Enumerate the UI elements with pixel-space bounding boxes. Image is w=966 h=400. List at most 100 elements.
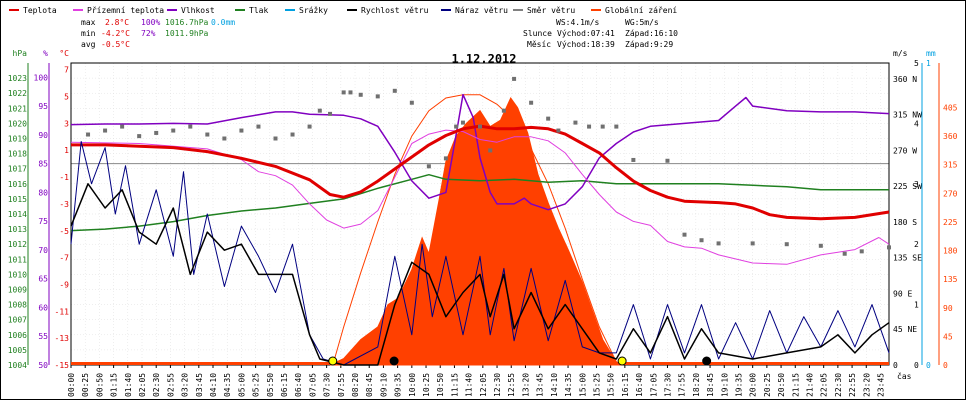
wind-direction-point (103, 128, 108, 133)
tick-label-hum: 50 (38, 361, 48, 370)
tick-label-temp: -1 (59, 173, 69, 182)
stats-panel: max 2.8°C 100% 1016.7hPa 0.0mm min -4.2°… (81, 18, 235, 49)
wind-direction-point (273, 136, 278, 141)
astro-info: WS:4.1m/s WG:5m/s Slunce Východ:07:41 Zá… (523, 18, 678, 49)
sun-label: Slunce (523, 29, 552, 38)
tick-label-ms: 5 (914, 59, 919, 68)
wind-direction-point (256, 124, 261, 129)
sun-set: Západ:16:10 (625, 29, 678, 38)
tick-label-press: 1009 (8, 286, 27, 295)
wind-direction-point (307, 124, 312, 129)
tick-label-temp: 5 (64, 93, 69, 102)
x-tick-label: 04:35 (223, 373, 232, 397)
x-tick-label: 09:10 (379, 373, 388, 397)
wind-gust-max: WG:5m/s (625, 18, 659, 27)
tick-label-press: 1008 (8, 301, 27, 310)
tick-label-rad: 135 (943, 275, 958, 284)
x-tick-label: 02:55 (166, 373, 175, 397)
tick-label-ms: 3 (914, 180, 919, 189)
tick-label-temp: 7 (64, 66, 69, 75)
tick-label-temp: -3 (59, 200, 69, 209)
x-tick-label: 16:15 (621, 373, 630, 397)
series-ground-temp (70, 129, 890, 265)
tick-label-rad: 360 (943, 132, 958, 141)
stats-min-temp: -4.2°C (101, 29, 130, 38)
legend-label: Teplota (23, 6, 57, 15)
tick-label-dir: 45 NE (893, 325, 917, 334)
tick-label-hum: 55 (38, 332, 48, 341)
x-tick-label: 01:15 (110, 373, 119, 397)
tick-label-press: 1018 (8, 150, 27, 159)
tick-label-hum: 60 (38, 303, 48, 312)
chart-title: 1.12.2012 (451, 52, 516, 66)
x-tick-label: 00:00 (67, 373, 76, 397)
x-tick-label: 12:05 (479, 373, 488, 397)
x-tick-label: 15:00 (578, 373, 587, 397)
wind-direction-point (699, 238, 704, 243)
tick-label-temp: -15 (55, 361, 70, 370)
wind-direction-point (859, 249, 864, 254)
wind-direction-point (188, 124, 193, 129)
wind-direction-point (317, 108, 322, 113)
x-tick-label: 11:40 (465, 373, 474, 397)
stats-max-hum: 100% (141, 18, 160, 27)
tick-label-dir: 180 S (893, 218, 917, 227)
tick-label-rad: 45 (943, 332, 953, 341)
stats-min-label: min (81, 29, 96, 38)
tick-label-hum: 95 (38, 102, 48, 111)
tick-label-hum: 80 (38, 188, 48, 197)
tick-label-dir: 360 N (893, 75, 917, 84)
series-temperature (71, 124, 890, 221)
series-radiation-theoretical (332, 94, 623, 366)
tick-label-mm: 1 (926, 59, 931, 68)
x-tick-label: 17:30 (663, 373, 672, 397)
wind-direction-point (529, 100, 534, 105)
radiation-baseline (71, 362, 889, 365)
tick-label-press: 1017 (8, 165, 27, 174)
x-tick-label: 19:10 (720, 373, 729, 397)
stats-max-temp: 2.8°C (105, 18, 129, 27)
legend-label: Přízemní teplota (87, 6, 164, 15)
tick-label-dir: 270 W (893, 146, 917, 155)
stats-max-label: max (81, 18, 96, 27)
wind-direction-point (614, 124, 619, 129)
stats-avg-temp: -0.5°C (101, 40, 130, 49)
wind-direction-point (222, 136, 227, 141)
x-tick-label: 02:30 (152, 373, 161, 397)
wind-direction-point (546, 116, 551, 121)
x-tick-label: 14:10 (550, 373, 559, 397)
x-tick-label: 18:20 (692, 373, 701, 397)
tick-label-press: 1023 (8, 74, 27, 83)
tick-label-hum: 75 (38, 217, 48, 226)
tick-label-press: 1022 (8, 89, 27, 98)
tick-label-hum: 85 (38, 160, 48, 169)
x-tick-label: 21:40 (805, 373, 814, 397)
legend-label: Vlhkost (181, 6, 215, 15)
x-tick-label: 07:05 (308, 373, 317, 397)
stats-min-hum: 72% (141, 29, 156, 38)
moon-label: Měsíc (527, 40, 551, 49)
x-tick-label: 07:55 (337, 373, 346, 397)
x-tick-label: 00:50 (95, 373, 104, 397)
x-tick-label: 12:30 (493, 373, 502, 397)
moon-set: Západ:9:29 (625, 40, 673, 49)
x-tick-label: 15:50 (607, 373, 616, 397)
axis-label-press: hPa (13, 49, 28, 58)
wind-direction-point (478, 124, 482, 129)
x-tick-label: 22:05 (820, 373, 829, 397)
x-tick-label: 17:05 (649, 373, 658, 397)
moonset-marker (389, 356, 399, 366)
wind-direction-point (501, 108, 506, 113)
tick-label-ms: 1 (914, 301, 919, 310)
x-tick-label: 20:00 (749, 373, 758, 397)
moon-rise: Východ:18:39 (557, 40, 615, 49)
wind-direction-point (137, 134, 142, 139)
wind-direction-point (454, 124, 459, 129)
x-tick-label: 19:35 (734, 373, 743, 397)
wind-direction-point (375, 94, 380, 99)
wind-direction-point (682, 232, 687, 237)
wind-direction-point (631, 157, 636, 162)
legend-label: Náraz větru (455, 6, 508, 15)
tick-label-rad: 405 (943, 104, 958, 113)
tick-label-dir: 315 NW (893, 111, 922, 120)
